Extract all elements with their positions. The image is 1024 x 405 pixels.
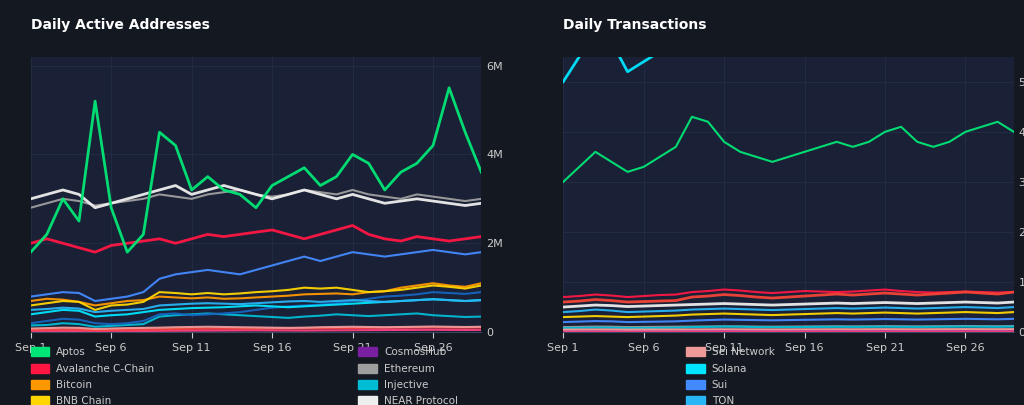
Text: CosmosHub: CosmosHub — [384, 347, 446, 357]
Text: Daily Transactions: Daily Transactions — [563, 18, 707, 32]
Text: Ethereum: Ethereum — [384, 364, 435, 373]
Text: TON: TON — [712, 396, 734, 405]
Text: Daily Active Addresses: Daily Active Addresses — [31, 18, 210, 32]
Text: Sui: Sui — [712, 380, 728, 390]
Text: Bitcoin: Bitcoin — [56, 380, 92, 390]
Text: Aptos: Aptos — [56, 347, 86, 357]
Text: Injective: Injective — [384, 380, 428, 390]
Text: NEAR Protocol: NEAR Protocol — [384, 396, 458, 405]
Text: BNB Chain: BNB Chain — [56, 396, 112, 405]
Text: Sei Network: Sei Network — [712, 347, 774, 357]
Text: Avalanche C-Chain: Avalanche C-Chain — [56, 364, 155, 373]
Text: Solana: Solana — [712, 364, 748, 373]
